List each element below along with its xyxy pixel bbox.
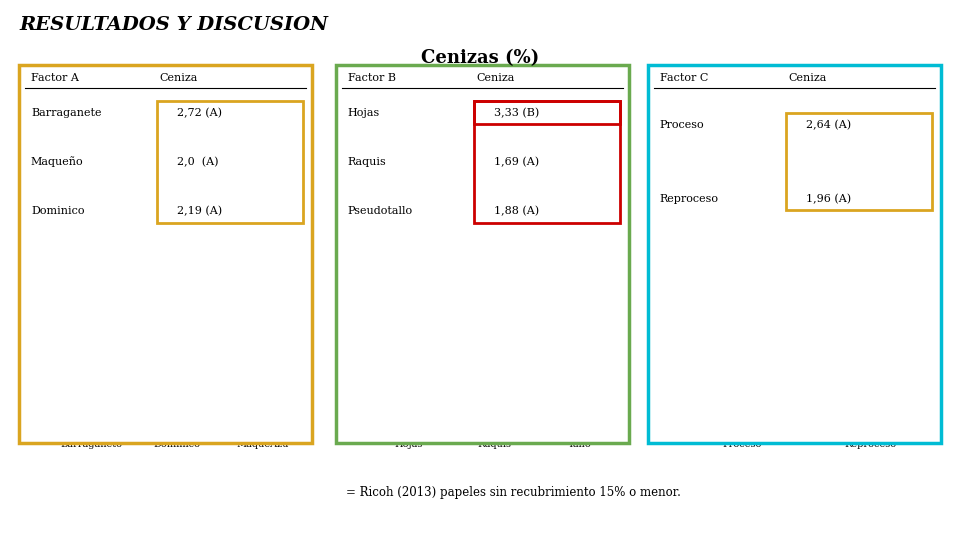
Text: 2,64: 2,64 [730,368,754,377]
Text: 1,88 (A): 1,88 (A) [494,206,540,216]
Text: Cenizas (%): Cenizas (%) [420,49,540,66]
Text: 2,72 (A): 2,72 (A) [178,107,223,118]
PathPatch shape [72,368,110,392]
Text: Barraganete: Barraganete [31,107,102,118]
Text: 2,64 (A): 2,64 (A) [806,120,852,130]
Text: Hojas: Hojas [348,107,380,118]
PathPatch shape [561,380,599,406]
PathPatch shape [475,384,514,410]
Text: 2,19: 2,19 [165,377,189,386]
Text: 2,19 (A): 2,19 (A) [178,206,223,216]
PathPatch shape [389,354,427,382]
Text: 1,96: 1,96 [858,382,882,391]
PathPatch shape [158,374,197,402]
Text: Ceniza: Ceniza [159,73,198,83]
Text: 3,33: 3,33 [396,355,420,363]
Text: 1,96 (A): 1,96 (A) [806,193,852,204]
Text: Reproceso: Reproceso [660,193,719,204]
Text: 1,69 (A): 1,69 (A) [494,157,540,167]
PathPatch shape [842,376,900,404]
Text: Maqueño: Maqueño [31,156,84,167]
Text: Ceniza: Ceniza [476,73,515,83]
Text: Dominico: Dominico [31,206,84,216]
Text: 1,88: 1,88 [568,383,591,393]
PathPatch shape [244,378,282,406]
PathPatch shape [712,368,771,396]
Text: 1,69: 1,69 [482,387,506,396]
Text: 2,0: 2,0 [254,381,272,390]
Text: RESULTADOS Y DISCUSION: RESULTADOS Y DISCUSION [19,16,328,34]
Text: Factor C: Factor C [660,73,708,83]
Text: Factor A: Factor A [31,73,79,83]
Text: Ceniza: Ceniza [788,73,827,83]
Text: 2,72: 2,72 [80,367,104,376]
Text: 2,0  (A): 2,0 (A) [178,157,219,167]
Text: Factor B: Factor B [348,73,396,83]
Text: Pseudotallo: Pseudotallo [348,206,413,216]
Text: Raquis: Raquis [348,157,387,167]
Text: Proceso: Proceso [660,120,705,130]
Text: = Ricoh (2013) papeles sin recubrimiento 15% o menor.: = Ricoh (2013) papeles sin recubrimiento… [346,486,681,499]
Text: 3,33 (B): 3,33 (B) [494,107,540,118]
